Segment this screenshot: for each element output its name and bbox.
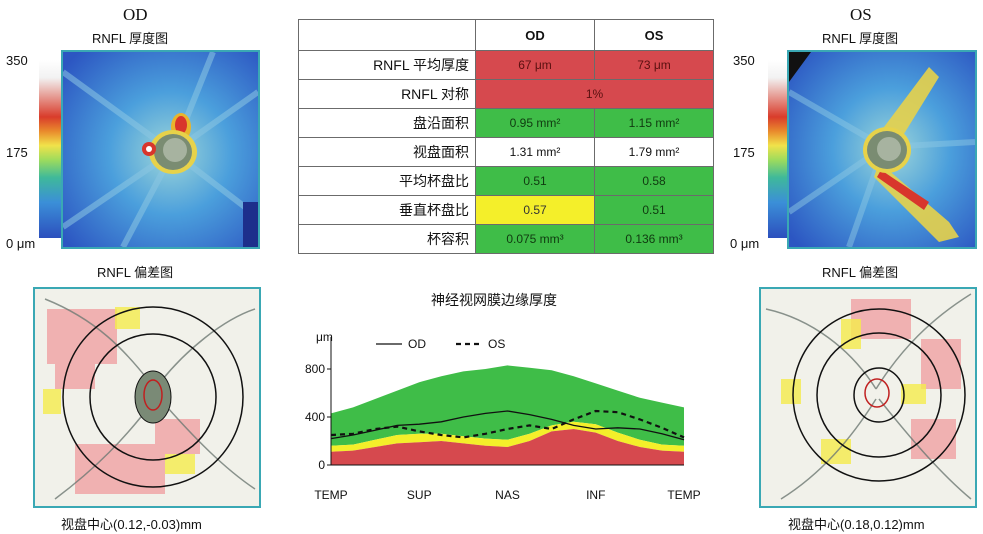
symmetry-value: 1% <box>475 79 714 109</box>
os-value: 1.79 mm² <box>594 137 714 167</box>
row-label: 盘沿面积 <box>298 108 476 138</box>
y-tick-label: 0 <box>318 458 325 472</box>
od-map-title: RNFL 厚度图 <box>92 31 169 46</box>
od-thickness-color-scale <box>39 60 61 238</box>
od-value: 67 μm <box>475 50 595 80</box>
od-disc-center: 视盘中心(0.12,-0.03)mm <box>61 517 202 532</box>
od-scale-mid-label: 175 <box>6 145 28 160</box>
os-value: 1.15 mm² <box>594 108 714 138</box>
os-scale-max-label: 350 <box>733 53 755 68</box>
y-axis-label: μm <box>316 330 333 344</box>
optic-disc-stats-table: OD OS RNFL 平均厚度 67 μm 73 μm RNFL 对称 1% 盘… <box>298 19 714 254</box>
os-map-title: RNFL 厚度图 <box>822 31 899 46</box>
od-eye-label: OD <box>123 5 148 24</box>
os-rnfl-thickness-map <box>787 50 977 249</box>
os-scale-min-label: 0 μm <box>730 236 760 251</box>
row-label: 平均杯盘比 <box>298 166 476 196</box>
series-line-os <box>330 409 685 439</box>
od-rnfl-deviation-map <box>33 287 261 508</box>
x-tick-label: TEMP <box>314 488 347 502</box>
os-value: 0.51 <box>594 195 714 225</box>
os-thickness-color-scale <box>768 60 790 238</box>
normal-green-band <box>331 365 684 446</box>
row-label: 视盘面积 <box>298 137 476 167</box>
od-value: 0.075 mm³ <box>475 224 595 254</box>
od-value: 0.95 mm² <box>475 108 595 138</box>
od-thickness-map-image <box>63 52 258 247</box>
os-deviation-title: RNFL 偏差图 <box>822 265 899 280</box>
od-scale-min-label: 0 μm <box>6 236 36 251</box>
od-value: 0.57 <box>475 195 595 225</box>
table-corner-cell <box>298 19 476 51</box>
x-tick-label: NAS <box>495 488 520 502</box>
row-label: 杯容积 <box>298 224 476 254</box>
od-value: 0.51 <box>475 166 595 196</box>
table-row: RNFL 平均厚度 67 μm 73 μm <box>298 50 714 80</box>
od-value: 1.31 mm² <box>475 137 595 167</box>
abnormal-red-band <box>331 429 684 465</box>
x-tick-label: SUP <box>407 488 432 502</box>
legend-label-od: OD <box>408 337 426 351</box>
od-deviation-title: RNFL 偏差图 <box>97 265 174 280</box>
x-tick-label: INF <box>586 488 605 502</box>
os-thickness-map-image <box>789 52 975 247</box>
table-row: 盘沿面积 0.95 mm² 1.15 mm² <box>298 108 714 138</box>
y-tick-label: 400 <box>305 410 325 424</box>
table-head-os: OS <box>594 19 714 51</box>
os-value: 0.136 mm³ <box>594 224 714 254</box>
series-line-od <box>330 410 685 441</box>
row-label: 垂直杯盘比 <box>298 195 476 225</box>
od-rnfl-thickness-map <box>61 50 260 249</box>
table-row: 垂直杯盘比 0.57 0.51 <box>298 195 714 225</box>
os-disc-center: 视盘中心(0.18,0.12)mm <box>788 517 925 532</box>
row-label: RNFL 对称 <box>298 79 476 109</box>
chart-title: 神经视网膜边缘厚度 <box>431 292 557 308</box>
y-tick-label: 800 <box>305 362 325 376</box>
table-row: 视盘面积 1.31 mm² 1.79 mm² <box>298 137 714 167</box>
table-row: RNFL 对称 1% <box>298 79 714 109</box>
od-scale-max-label: 350 <box>6 53 28 68</box>
legend-label-os: OS <box>488 337 505 351</box>
os-value: 73 μm <box>594 50 714 80</box>
os-scale-mid-label: 175 <box>733 145 755 160</box>
os-value: 0.58 <box>594 166 714 196</box>
os-rnfl-deviation-map <box>759 287 977 508</box>
os-eye-label: OS <box>850 5 872 24</box>
row-label: RNFL 平均厚度 <box>298 50 476 80</box>
x-tick-label: TEMP <box>667 488 700 502</box>
table-head-od: OD <box>475 19 595 51</box>
od-deviation-map-image <box>35 289 259 506</box>
table-header-row: OD OS <box>298 19 714 51</box>
rim-thickness-chart: μm 800 400 0 TEMP SUP NAS INF TEMP OD OS <box>305 330 701 502</box>
table-row: 杯容积 0.075 mm³ 0.136 mm³ <box>298 224 714 254</box>
os-deviation-map-image <box>761 289 975 506</box>
table-row: 平均杯盘比 0.51 0.58 <box>298 166 714 196</box>
